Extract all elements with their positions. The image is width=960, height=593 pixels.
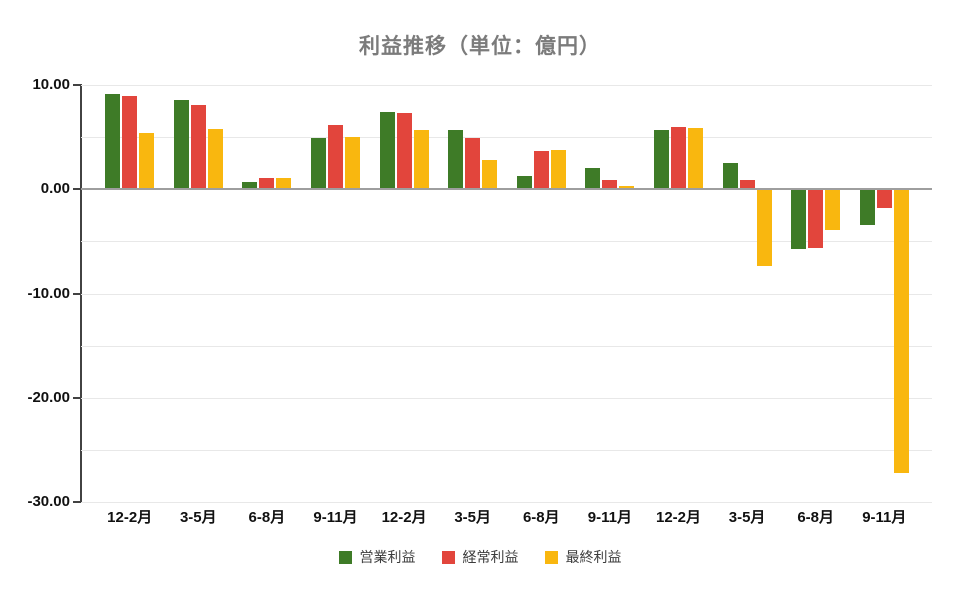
x-axis-label: 9-11月 bbox=[862, 509, 907, 526]
bar-営業利益-12-2月 bbox=[654, 129, 669, 189]
bar-最終利益-9-11月 bbox=[619, 186, 635, 189]
bar-経常利益-9-11月 bbox=[328, 124, 343, 189]
bar-最終利益-6-8月 bbox=[825, 190, 841, 230]
bar-最終利益-9-11月 bbox=[893, 190, 909, 473]
bar-最終利益-6-8月 bbox=[550, 149, 566, 189]
bar-最終利益-6-8月 bbox=[276, 177, 292, 189]
legend-swatch-icon bbox=[544, 550, 558, 564]
x-axis-label: 3-5月 bbox=[179, 509, 217, 526]
bar-営業利益-6-8月 bbox=[242, 181, 258, 189]
bar-最終利益-3-5月 bbox=[207, 128, 223, 189]
bar-経常利益-3-5月 bbox=[739, 179, 755, 189]
x-axis-label: 12-2月 bbox=[655, 509, 702, 526]
bar-営業利益-12-2月 bbox=[105, 94, 121, 189]
legend-item-経常利益: 経常利益 bbox=[441, 547, 519, 567]
bar-最終利益-3-5月 bbox=[756, 190, 772, 267]
legend-label: 経常利益 bbox=[462, 549, 519, 565]
chart-title: 利益推移（単位：億円） bbox=[359, 35, 601, 58]
bar-営業利益-6-8月 bbox=[791, 190, 807, 249]
bar-経常利益-12-2月 bbox=[396, 113, 412, 189]
legend-label: 営業利益 bbox=[359, 549, 416, 565]
bar-営業利益-6-8月 bbox=[516, 175, 532, 189]
bar-経常利益-12-2月 bbox=[671, 126, 686, 189]
zero-baseline bbox=[81, 188, 932, 191]
bar-営業利益-9-11月 bbox=[311, 138, 326, 189]
bar-営業利益-9-11月 bbox=[859, 190, 875, 225]
bar-営業利益-3-5月 bbox=[722, 163, 738, 189]
y-axis-tick bbox=[73, 84, 81, 86]
x-axis-label: 6-8月 bbox=[797, 509, 835, 526]
legend-item-最終利益: 最終利益 bbox=[544, 547, 622, 567]
bar-最終利益-12-2月 bbox=[688, 127, 703, 189]
bar-経常利益-6-8月 bbox=[259, 177, 275, 189]
legend-swatch-icon bbox=[441, 550, 455, 564]
major-gridline bbox=[81, 502, 932, 503]
x-axis-label: 9-11月 bbox=[587, 509, 632, 526]
y-axis-label: -20.00 bbox=[27, 388, 70, 406]
bar-経常利益-6-8月 bbox=[808, 190, 824, 248]
bar-最終利益-12-2月 bbox=[139, 132, 155, 189]
major-gridline bbox=[81, 85, 932, 86]
major-gridline bbox=[81, 397, 932, 399]
minor-gridline bbox=[81, 345, 932, 347]
bar-最終利益-3-5月 bbox=[482, 160, 498, 189]
minor-gridline bbox=[81, 449, 932, 451]
x-axis-label: 12-2月 bbox=[381, 509, 427, 526]
bar-営業利益-9-11月 bbox=[585, 168, 601, 189]
legend-item-営業利益: 営業利益 bbox=[338, 547, 416, 567]
x-axis-label: 3-5月 bbox=[728, 509, 766, 526]
bar-最終利益-12-2月 bbox=[413, 129, 429, 189]
bar-経常利益-6-8月 bbox=[533, 150, 549, 189]
bar-経常利益-3-5月 bbox=[190, 104, 206, 189]
y-axis-label: -30.00 bbox=[27, 493, 70, 510]
x-axis-label: 6-8月 bbox=[522, 509, 560, 526]
plot-area bbox=[81, 85, 932, 503]
x-axis-label: 12-2月 bbox=[107, 509, 153, 526]
y-axis-label: 10.00 bbox=[32, 76, 70, 93]
y-axis-label: -10.00 bbox=[27, 284, 70, 302]
bar-経常利益-9-11月 bbox=[602, 179, 618, 189]
legend: 営業利益 経常利益 最終利益 bbox=[0, 547, 960, 567]
bar-営業利益-3-5月 bbox=[173, 99, 189, 189]
x-axis-label: 3-5月 bbox=[454, 509, 492, 526]
bar-営業利益-12-2月 bbox=[379, 112, 395, 189]
bar-営業利益-3-5月 bbox=[448, 129, 464, 189]
bar-経常利益-12-2月 bbox=[122, 96, 138, 189]
bar-経常利益-3-5月 bbox=[465, 138, 481, 189]
minor-gridline bbox=[81, 137, 932, 139]
x-axis-label: 6-8月 bbox=[248, 509, 286, 526]
bar-経常利益-9-11月 bbox=[876, 190, 892, 208]
legend-label: 最終利益 bbox=[565, 549, 622, 565]
x-axis-label: 9-11月 bbox=[313, 509, 358, 526]
y-axis-tick bbox=[73, 396, 81, 399]
bar-最終利益-9-11月 bbox=[345, 137, 360, 189]
y-axis-tick bbox=[73, 188, 81, 191]
legend-swatch-icon bbox=[338, 550, 352, 564]
y-axis-tick bbox=[73, 501, 81, 503]
y-axis-tick bbox=[73, 292, 81, 295]
minor-gridline bbox=[81, 241, 932, 243]
y-axis-label: 0.00 bbox=[40, 180, 70, 198]
major-gridline bbox=[81, 293, 932, 295]
